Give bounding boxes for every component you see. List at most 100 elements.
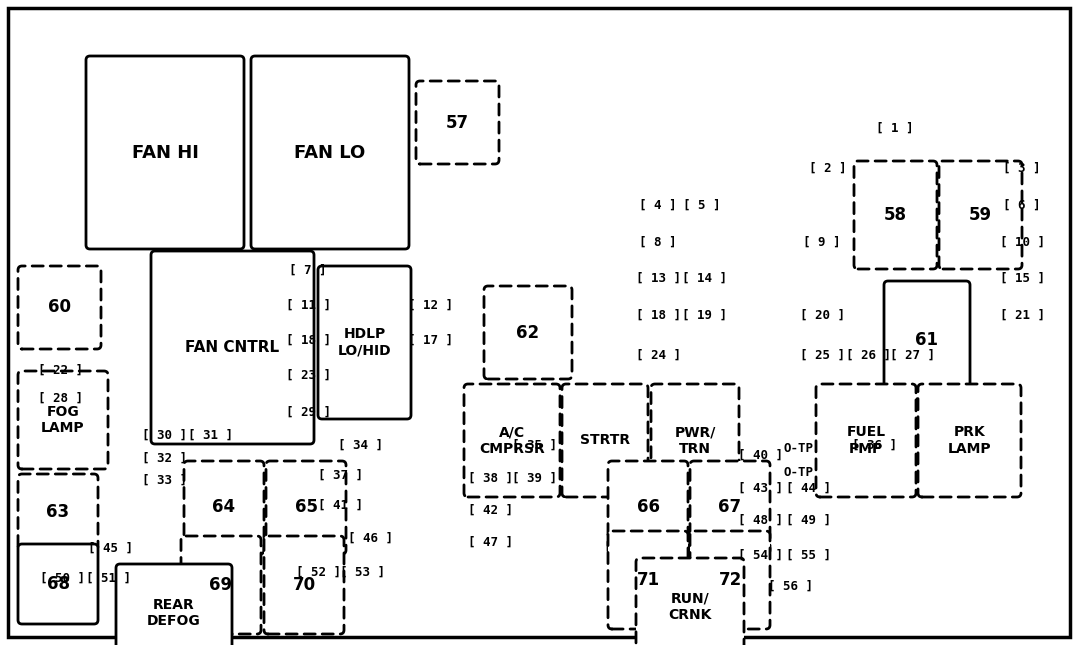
Text: FAN CNTRL: FAN CNTRL xyxy=(185,340,279,355)
Text: [ 37 ]: [ 37 ] xyxy=(318,468,362,482)
FancyBboxPatch shape xyxy=(816,384,916,497)
FancyBboxPatch shape xyxy=(18,266,101,349)
Text: [ 46 ]: [ 46 ] xyxy=(347,531,392,544)
FancyBboxPatch shape xyxy=(464,384,559,497)
Text: [ 31 ]: [ 31 ] xyxy=(188,428,233,441)
Text: [ 30 ]: [ 30 ] xyxy=(142,428,188,441)
Text: 70: 70 xyxy=(292,576,316,594)
Text: FAN HI: FAN HI xyxy=(132,143,198,161)
Text: [ 10 ]: [ 10 ] xyxy=(999,235,1045,248)
Text: [ 8 ]: [ 8 ] xyxy=(639,235,677,248)
Text: [ 38 ]: [ 38 ] xyxy=(468,471,512,484)
Text: [ 40 ]: [ 40 ] xyxy=(737,448,783,462)
Text: PWR/
TRN: PWR/ TRN xyxy=(675,426,716,455)
Text: 63: 63 xyxy=(46,503,70,521)
FancyBboxPatch shape xyxy=(18,371,108,469)
FancyBboxPatch shape xyxy=(18,474,98,550)
Text: [ 18 ]: [ 18 ] xyxy=(636,308,680,321)
Text: [ 9 ]: [ 9 ] xyxy=(803,235,841,248)
Text: 64: 64 xyxy=(212,499,236,517)
FancyBboxPatch shape xyxy=(608,461,688,554)
Text: [ 12 ]: [ 12 ] xyxy=(407,299,453,312)
Text: 58: 58 xyxy=(884,206,907,224)
Text: [ 7 ]: [ 7 ] xyxy=(289,264,327,277)
Text: REAR
DEFOG: REAR DEFOG xyxy=(147,598,201,628)
FancyBboxPatch shape xyxy=(251,56,409,249)
FancyBboxPatch shape xyxy=(318,266,411,419)
Text: FAN LO: FAN LO xyxy=(294,143,365,161)
Text: 57: 57 xyxy=(446,114,469,132)
Text: [ 52 ]: [ 52 ] xyxy=(295,566,341,579)
Text: 68: 68 xyxy=(46,575,69,593)
Text: FOG
LAMP: FOG LAMP xyxy=(41,405,85,435)
Text: [ 22 ]: [ 22 ] xyxy=(38,364,83,377)
FancyBboxPatch shape xyxy=(636,558,744,645)
Text: [ 44 ]: [ 44 ] xyxy=(786,482,830,495)
Text: [ 25 ]: [ 25 ] xyxy=(800,348,844,361)
Text: 59: 59 xyxy=(969,206,992,224)
FancyBboxPatch shape xyxy=(181,536,261,634)
FancyBboxPatch shape xyxy=(918,384,1021,497)
FancyBboxPatch shape xyxy=(562,384,648,497)
FancyBboxPatch shape xyxy=(854,161,937,269)
FancyBboxPatch shape xyxy=(116,564,232,645)
Text: [ 19 ]: [ 19 ] xyxy=(681,308,727,321)
Text: [ 14 ]: [ 14 ] xyxy=(681,272,727,284)
Text: [ 29 ]: [ 29 ] xyxy=(286,406,331,419)
Text: [ 6 ]: [ 6 ] xyxy=(1004,199,1040,212)
FancyBboxPatch shape xyxy=(690,531,770,629)
Text: 61: 61 xyxy=(915,331,939,349)
FancyBboxPatch shape xyxy=(484,286,572,379)
Text: [ 55 ]: [ 55 ] xyxy=(786,548,830,562)
Text: RUN/
CRNK: RUN/ CRNK xyxy=(668,592,711,622)
FancyBboxPatch shape xyxy=(86,56,244,249)
Text: [ 13 ]: [ 13 ] xyxy=(636,272,680,284)
FancyBboxPatch shape xyxy=(651,384,740,497)
Text: [ 1 ]: [ 1 ] xyxy=(876,121,914,135)
Text: 66: 66 xyxy=(636,499,660,517)
FancyBboxPatch shape xyxy=(884,281,970,399)
Text: O-TP: O-TP xyxy=(783,441,813,455)
Text: 67: 67 xyxy=(718,499,742,517)
Text: [ 24 ]: [ 24 ] xyxy=(636,348,680,361)
Text: [ 27 ]: [ 27 ] xyxy=(889,348,935,361)
Text: [ 21 ]: [ 21 ] xyxy=(999,308,1045,321)
FancyBboxPatch shape xyxy=(266,461,346,554)
Text: [ 11 ]: [ 11 ] xyxy=(286,299,331,312)
Text: 60: 60 xyxy=(49,299,71,317)
Text: [ 36 ]: [ 36 ] xyxy=(853,439,898,451)
Text: FUEL
PMP: FUEL PMP xyxy=(846,426,885,455)
FancyBboxPatch shape xyxy=(18,544,98,624)
Text: 65: 65 xyxy=(294,499,318,517)
Text: STRTR: STRTR xyxy=(580,433,630,448)
Text: [ 47 ]: [ 47 ] xyxy=(468,535,512,548)
Text: [ 28 ]: [ 28 ] xyxy=(38,392,83,404)
Text: [ 17 ]: [ 17 ] xyxy=(407,333,453,346)
Text: [ 39 ]: [ 39 ] xyxy=(512,471,557,484)
Text: [ 34 ]: [ 34 ] xyxy=(337,439,383,451)
Text: [ 18 ]: [ 18 ] xyxy=(286,333,331,346)
FancyBboxPatch shape xyxy=(416,81,499,164)
FancyBboxPatch shape xyxy=(264,536,344,634)
Text: PRK
LAMP: PRK LAMP xyxy=(948,426,992,455)
Text: [ 45 ]: [ 45 ] xyxy=(87,542,133,555)
FancyBboxPatch shape xyxy=(151,251,314,444)
Text: 72: 72 xyxy=(718,571,742,589)
Text: HDLP
LO/HID: HDLP LO/HID xyxy=(337,328,391,357)
Text: [ 50 ]: [ 50 ] xyxy=(40,571,84,584)
Text: [ 56 ]: [ 56 ] xyxy=(768,579,813,593)
Text: 62: 62 xyxy=(516,324,540,341)
FancyBboxPatch shape xyxy=(939,161,1022,269)
Text: A/C
CMPRSR: A/C CMPRSR xyxy=(479,426,544,455)
Text: [ 33 ]: [ 33 ] xyxy=(142,473,188,486)
Text: [ 3 ]: [ 3 ] xyxy=(1004,161,1040,175)
Text: [ 4 ]: [ 4 ] xyxy=(639,199,677,212)
Text: [ 35 ]: [ 35 ] xyxy=(512,439,557,451)
FancyBboxPatch shape xyxy=(8,8,1070,637)
Text: [ 20 ]: [ 20 ] xyxy=(800,308,844,321)
Text: [ 43 ]: [ 43 ] xyxy=(737,482,783,495)
Text: [ 49 ]: [ 49 ] xyxy=(786,513,830,526)
Text: [ 32 ]: [ 32 ] xyxy=(142,451,188,464)
Text: [ 53 ]: [ 53 ] xyxy=(340,566,385,579)
FancyBboxPatch shape xyxy=(184,461,264,554)
